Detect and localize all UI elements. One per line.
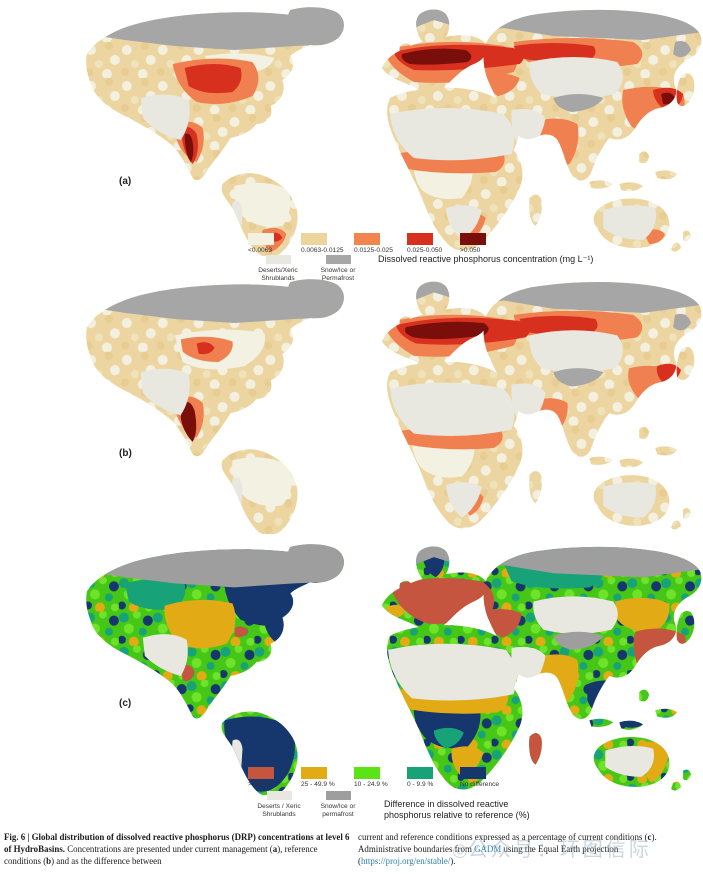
- legend-label: >0.050: [460, 247, 481, 254]
- concentration-classes: <0.0063 0.0063-0.0125 0.0125-0.025 0.025…: [248, 233, 513, 254]
- watermark-text: 公众号：环图信际: [467, 837, 652, 861]
- landcover-deserts: Deserts / Xeric Shrublands: [250, 791, 308, 818]
- legend-label: 0.025-0.050: [407, 247, 443, 254]
- thematic-overlays: [86, 7, 702, 252]
- legend-label: > 50 %: [248, 781, 269, 788]
- panel-label-b: (b): [119, 448, 132, 459]
- panel-label-a: (a): [119, 176, 132, 187]
- legend-label: 25 - 49.9 %: [301, 781, 335, 788]
- legend-swatch: [265, 255, 291, 264]
- legend-title-concentration: Dissolved reactive phosphorus concentrat…: [378, 254, 594, 264]
- map-reference-conditions: [86, 279, 702, 534]
- landcover-snow: Snow/Ice or Permafrost: [310, 255, 366, 282]
- thematic-overlays: [86, 544, 702, 792]
- legend-label: 0 - 9.9 %: [407, 781, 434, 788]
- legend-label: <0.0063: [248, 247, 273, 254]
- legend-label: 10 - 24.9 %: [354, 781, 388, 788]
- legend-swatch: [248, 233, 274, 245]
- panel-label-c: (c): [119, 698, 132, 709]
- legend-swatch: [354, 767, 380, 779]
- proj-url-link[interactable]: https://proj.org/en/stable/: [360, 856, 451, 867]
- legend-swatch: [460, 233, 486, 245]
- legend-swatch: [325, 791, 351, 800]
- legend-swatch: [266, 791, 292, 800]
- legend-swatch: [407, 767, 433, 779]
- difference-classes: > 50 % 25 - 49.9 % 10 - 24.9 % 0 - 9.9 %…: [248, 767, 513, 788]
- legend-swatch: [248, 767, 274, 779]
- legend-concentration: <0.0063 0.0063-0.0125 0.0125-0.025 0.025…: [248, 233, 703, 295]
- landcover-deserts: Deserts/Xeric Shrublands: [250, 255, 306, 282]
- watermark-logo-icon: ◎: [452, 840, 468, 861]
- legend-swatch: [407, 233, 433, 245]
- legend-swatch: [325, 255, 351, 264]
- legend-swatch: [354, 233, 380, 245]
- caption-left-column: Fig. 6 | Global distribution of dissolve…: [4, 832, 350, 867]
- legend-swatch: [301, 233, 327, 245]
- map-difference: [86, 544, 702, 795]
- legend-label: 0.0125-0.025: [354, 247, 393, 254]
- landcover-snow: Snow/Ice or permafrost: [310, 791, 366, 818]
- legend-label: 0.0063-0.0125: [301, 247, 344, 254]
- watermark: ◎公众号：环图信际: [452, 833, 702, 862]
- legend-difference: > 50 % 25 - 49.9 % 10 - 24.9 % 0 - 9.9 %…: [248, 767, 703, 825]
- caption-title: Fig. 6 | Global distribution of dissolve…: [4, 832, 350, 855]
- legend-label: No difference: [460, 781, 500, 788]
- caption-right-column: current and reference conditions express…: [358, 832, 657, 867]
- legend-swatch: [460, 767, 486, 779]
- legend-title-difference: Difference in dissolved reactive phospho…: [384, 799, 530, 820]
- legend-swatch: [301, 767, 327, 779]
- map-current-management: [86, 7, 702, 256]
- gadm-link[interactable]: GADM: [474, 844, 502, 855]
